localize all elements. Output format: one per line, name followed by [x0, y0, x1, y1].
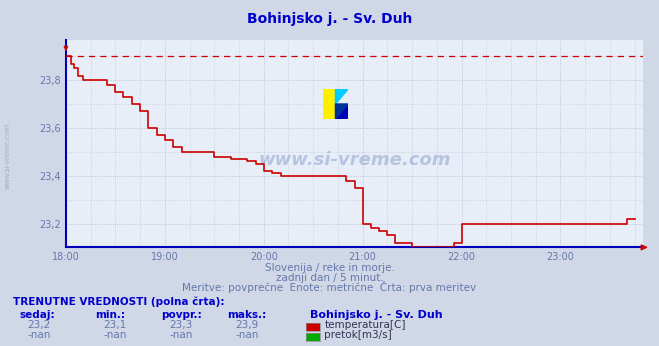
- Text: 23,1: 23,1: [103, 320, 127, 330]
- Text: -nan: -nan: [28, 330, 51, 340]
- Text: 23,3: 23,3: [169, 320, 192, 330]
- Text: zadnji dan / 5 minut.: zadnji dan / 5 minut.: [275, 273, 384, 283]
- Polygon shape: [335, 89, 348, 104]
- Text: -nan: -nan: [169, 330, 192, 340]
- Text: Bohinjsko j. - Sv. Duh: Bohinjsko j. - Sv. Duh: [247, 12, 412, 26]
- Text: povpr.:: povpr.:: [161, 310, 202, 320]
- Text: TRENUTNE VREDNOSTI (polna črta):: TRENUTNE VREDNOSTI (polna črta):: [13, 297, 225, 307]
- Text: www.si-vreme.com: www.si-vreme.com: [5, 122, 11, 189]
- Text: maks.:: maks.:: [227, 310, 267, 320]
- Text: 23,2: 23,2: [28, 320, 51, 330]
- Polygon shape: [335, 104, 348, 119]
- Text: pretok[m3/s]: pretok[m3/s]: [324, 330, 392, 340]
- Text: -nan: -nan: [103, 330, 127, 340]
- Text: 23,9: 23,9: [235, 320, 258, 330]
- Text: Slovenija / reke in morje.: Slovenija / reke in morje.: [264, 263, 395, 273]
- Text: Bohinjsko j. - Sv. Duh: Bohinjsko j. - Sv. Duh: [310, 310, 442, 320]
- Text: min.:: min.:: [96, 310, 126, 320]
- Text: sedaj:: sedaj:: [20, 310, 55, 320]
- Polygon shape: [335, 104, 348, 119]
- Text: www.si-vreme.com: www.si-vreme.com: [258, 151, 451, 169]
- Text: temperatura[C]: temperatura[C]: [324, 320, 406, 330]
- Bar: [323, 89, 335, 119]
- Text: -nan: -nan: [235, 330, 258, 340]
- Text: Meritve: povprečne  Enote: metrične  Črta: prva meritev: Meritve: povprečne Enote: metrične Črta:…: [183, 281, 476, 293]
